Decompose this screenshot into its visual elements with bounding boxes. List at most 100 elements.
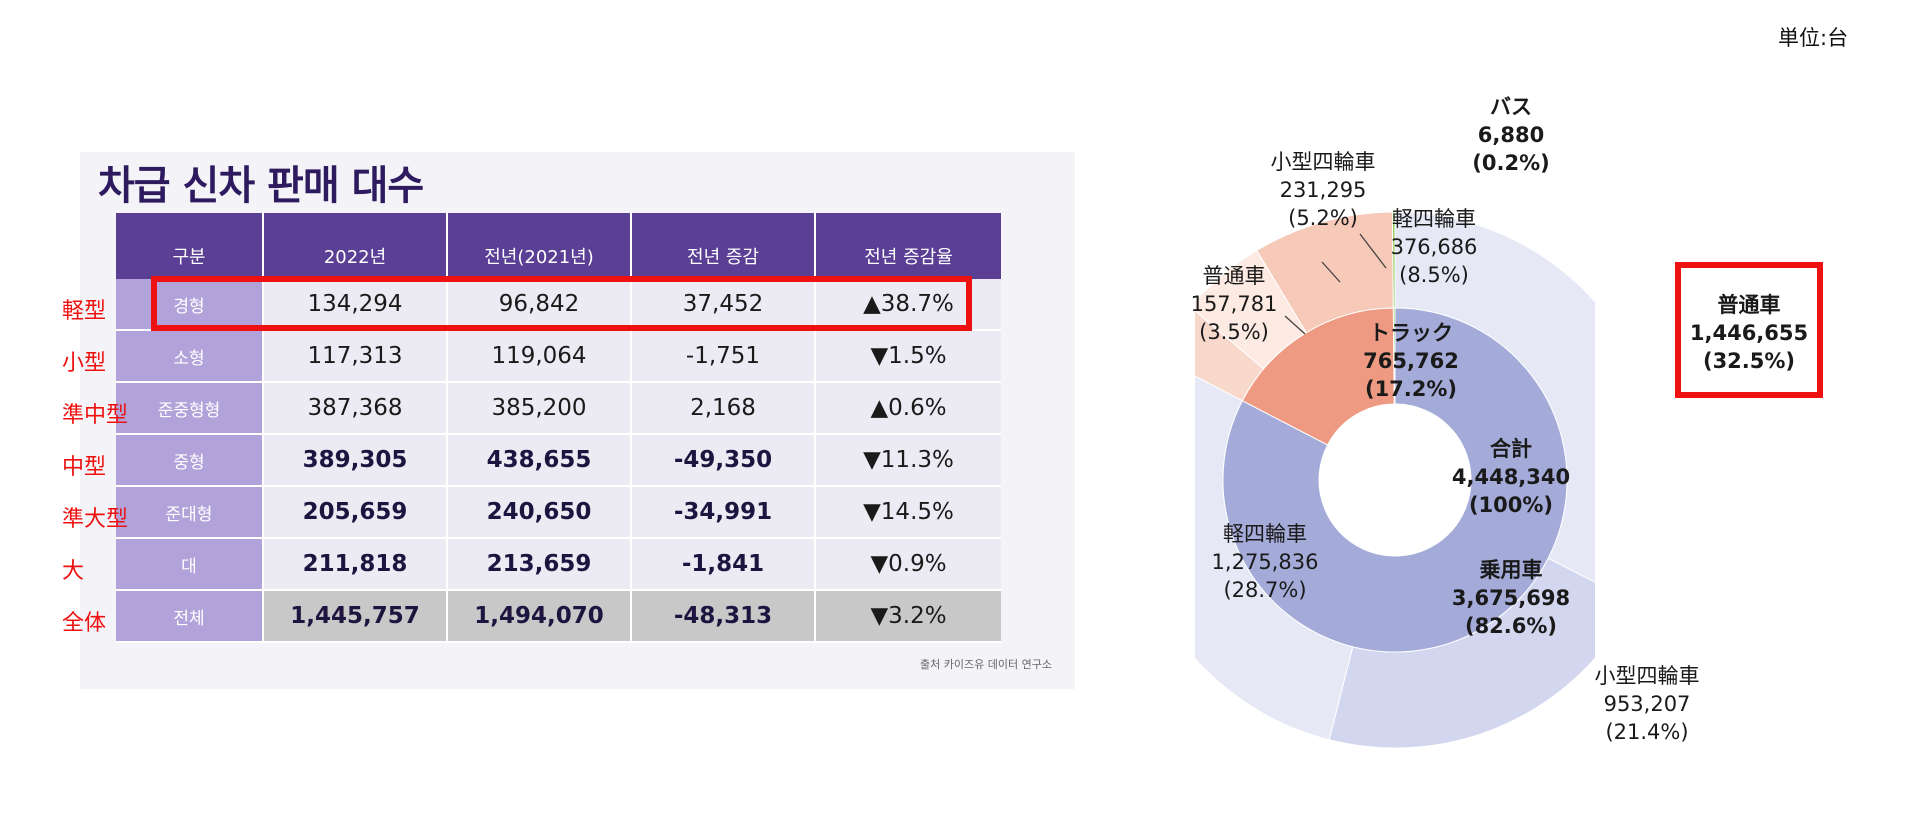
label-line: 4,448,340: [1451, 465, 1571, 489]
label-line: (32.5%): [1702, 349, 1796, 373]
label-truck-kogata: 小型四輪車 231,295 (5.2%): [1271, 148, 1376, 232]
label-line: 157,781: [1190, 292, 1278, 316]
cell-2022: 205,659: [264, 487, 448, 539]
label-futsusha: 普通車 1,446,655 (32.5%): [1690, 291, 1808, 375]
row-category: 전체: [116, 591, 264, 643]
label-passenger: 乗用車 3,675,698 (82.6%): [1452, 556, 1570, 640]
jp-size-label: 軽型: [62, 299, 107, 324]
table-row: 대 211,818 213,659 -1,841 ▼0.9%: [116, 539, 1001, 591]
cell-2021: 119,064: [448, 331, 632, 383]
cell-2022: 1,445,757: [264, 591, 448, 643]
header-diff: 전년 증감: [632, 213, 816, 279]
row-category: 준대형: [116, 487, 264, 539]
label-line: 1,275,836: [1211, 550, 1319, 574]
cell-2021: 1,494,070: [448, 591, 632, 643]
cell-2022: 117,313: [264, 331, 448, 383]
cell-2022: 211,818: [264, 539, 448, 591]
label-line: (21.4%): [1605, 720, 1689, 744]
label-line: 1,446,655: [1689, 321, 1809, 345]
label-total: 合計 4,448,340 (100%): [1452, 435, 1570, 519]
label-line: 3,675,698: [1451, 586, 1571, 610]
label-line: 軽四輪車: [1392, 207, 1476, 231]
label-line: (17.2%): [1364, 377, 1458, 401]
header-rate: 전년 증감율: [816, 213, 1001, 279]
table-title: 차급 신차 판매 대수: [98, 163, 424, 209]
cell-rate: ▼1.5%: [816, 331, 1001, 383]
table-row: 준중형형 387,368 385,200 2,168 ▲0.6%: [116, 383, 1001, 435]
row-category: 준중형형: [116, 383, 264, 435]
label-line: 231,295: [1279, 178, 1367, 202]
label-kogata: 小型四輪車 953,207 (21.4%): [1595, 662, 1700, 746]
label-line: 376,686: [1390, 235, 1478, 259]
label-line: (82.6%): [1464, 614, 1558, 638]
cell-2022: 389,305: [264, 435, 448, 487]
cell-2021: 385,200: [448, 383, 632, 435]
table-row: 소형 117,313 119,064 -1,751 ▼1.5%: [116, 331, 1001, 383]
row-category: 경형: [116, 279, 264, 331]
label-line: (3.5%): [1199, 320, 1269, 344]
table-header-row: 구분 2022년 전년(2021년) 전년 증감 전년 증감율: [116, 213, 1001, 279]
label-truck: トラック 765,762 (17.2%): [1363, 319, 1459, 403]
jp-size-label: 準中型: [62, 403, 129, 428]
label-line: 軽四輪車: [1222, 522, 1307, 546]
label-line: トラック: [1369, 321, 1453, 345]
label-line: 765,762: [1363, 349, 1459, 373]
leader-line: [1321, 261, 1341, 283]
label-line: (0.2%): [1472, 151, 1550, 175]
label-line: (100%): [1468, 493, 1554, 517]
label-line: (5.2%): [1288, 206, 1358, 230]
table-row: 중형 389,305 438,655 -49,350 ▼11.3%: [116, 435, 1001, 487]
unit-label: 単位:台: [1778, 26, 1849, 50]
cell-2021: 213,659: [448, 539, 632, 591]
label-line: 合計: [1490, 437, 1532, 461]
cell-rate: ▼3.2%: [816, 591, 1001, 643]
row-category: 중형: [116, 435, 264, 487]
table-row: 경형 134,294 96,842 37,452 ▲38.7%: [116, 279, 1001, 331]
cell-rate: ▼0.9%: [816, 539, 1001, 591]
source-note: 출처 카이즈유 데이터 연구소: [920, 658, 1052, 671]
label-line: 普通車: [1202, 264, 1266, 288]
jp-size-label: 大: [62, 559, 85, 584]
cell-2021: 96,842: [448, 279, 632, 331]
cell-rate: ▲0.6%: [816, 383, 1001, 435]
label-line: バス: [1490, 95, 1532, 119]
table-row: 전체 1,445,757 1,494,070 -48,313 ▼3.2%: [116, 591, 1001, 643]
leader-line: [1359, 233, 1387, 269]
cell-2022: 387,368: [264, 383, 448, 435]
jp-size-label: 小型: [62, 351, 107, 376]
label-bus: バス 6,880 (0.2%): [1472, 93, 1549, 177]
cell-rate: ▼14.5%: [816, 487, 1001, 539]
label-kei: 軽四輪車 1,275,836 (28.7%): [1212, 520, 1319, 604]
row-category: 대: [116, 539, 264, 591]
label-line: 6,880: [1477, 123, 1545, 147]
row-category: 소형: [116, 331, 264, 383]
cell-diff: 2,168: [632, 383, 816, 435]
cell-diff: 37,452: [632, 279, 816, 331]
label-truck-kei: 軽四輪車 376,686 (8.5%): [1391, 205, 1478, 289]
label-truck-futsusha: 普通車 157,781 (3.5%): [1191, 262, 1278, 346]
label-line: (8.5%): [1399, 263, 1469, 287]
jp-size-label: 全体: [62, 611, 107, 636]
sales-table: 구분 2022년 전년(2021년) 전년 증감 전년 증감율 경형 134,29…: [116, 213, 1001, 643]
cell-rate: ▼11.3%: [816, 435, 1001, 487]
label-line: 小型四輪車: [1270, 150, 1376, 174]
header-2022: 2022년: [264, 213, 448, 279]
header-2021: 전년(2021년): [448, 213, 632, 279]
label-line: 953,207: [1603, 692, 1691, 716]
cell-2021: 240,650: [448, 487, 632, 539]
label-line: 小型四輪車: [1594, 664, 1700, 688]
donut-chart: [1195, 211, 1595, 749]
donut-hole: [1319, 404, 1471, 556]
highlight-box-futsusha: [1675, 262, 1823, 398]
cell-diff: -49,350: [632, 435, 816, 487]
jp-size-label: 中型: [62, 455, 107, 480]
leader-line: [1284, 315, 1306, 335]
label-line: 普通車: [1717, 293, 1781, 317]
label-line: (28.7%): [1223, 578, 1307, 602]
inner-slice: [1241, 307, 1395, 446]
highlight-box-keihyeong: [151, 276, 972, 331]
label-line: 乗用車: [1479, 558, 1543, 582]
cell-diff: -1,841: [632, 539, 816, 591]
header-category: 구분: [116, 213, 264, 279]
jp-size-label: 準大型: [62, 507, 129, 532]
